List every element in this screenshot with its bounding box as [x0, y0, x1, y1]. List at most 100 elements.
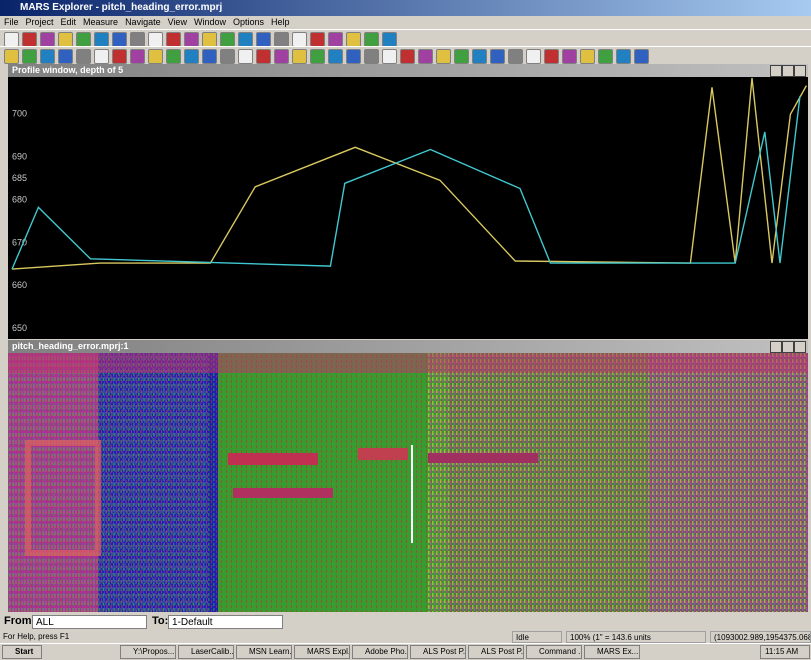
toolbar-button[interactable] — [130, 49, 145, 64]
toolbar-button[interactable] — [76, 49, 91, 64]
toolbar-button[interactable] — [580, 49, 595, 64]
start-button[interactable]: Start — [2, 645, 42, 659]
toolbar-button[interactable] — [220, 32, 235, 47]
toolbar-button[interactable] — [130, 32, 145, 47]
toolbar-button[interactable] — [202, 49, 217, 64]
toolbar-button[interactable] — [382, 49, 397, 64]
maximize-button[interactable] — [782, 341, 794, 353]
status-help: For Help, press F1 — [0, 631, 500, 643]
menu-item[interactable]: Options — [233, 16, 264, 29]
toolbar-button[interactable] — [256, 49, 271, 64]
toolbar-button[interactable] — [148, 32, 163, 47]
toolbar-button[interactable] — [112, 32, 127, 47]
menu-item[interactable]: Navigate — [125, 16, 161, 29]
toolbar-button[interactable] — [22, 49, 37, 64]
taskbar-button[interactable]: LaserCalib... — [178, 645, 234, 659]
toolbar-button[interactable] — [346, 32, 361, 47]
menu-item[interactable]: Edit — [61, 16, 77, 29]
taskbar-button[interactable]: Adobe Pho... — [352, 645, 408, 659]
minimize-button[interactable] — [770, 65, 782, 77]
taskbar-button[interactable]: MARS Expl... — [294, 645, 350, 659]
to-combo[interactable]: 1-Default — [168, 615, 283, 629]
toolbar-button[interactable] — [58, 49, 73, 64]
toolbar-button[interactable] — [454, 49, 469, 64]
toolbar-button[interactable] — [76, 32, 91, 47]
building-roof — [358, 448, 408, 460]
toolbar-button[interactable] — [292, 32, 307, 47]
close-button[interactable] — [794, 341, 806, 353]
menu-item[interactable]: Project — [26, 16, 54, 29]
toolbar-button[interactable] — [310, 49, 325, 64]
y-tick-label: 650 — [12, 323, 27, 333]
menu-item[interactable]: Help — [271, 16, 290, 29]
toolbar-button[interactable] — [328, 49, 343, 64]
cloud-texture — [8, 353, 208, 612]
toolbar-button[interactable] — [94, 49, 109, 64]
menu-item[interactable]: File — [4, 16, 19, 29]
y-tick-label: 685 — [12, 173, 27, 183]
taskbar-button[interactable]: Y:\Propos... — [120, 645, 176, 659]
toolbar-button[interactable] — [40, 49, 55, 64]
toolbar-button[interactable] — [40, 32, 55, 47]
from-combo[interactable]: ALL — [32, 615, 147, 629]
toolbar-button[interactable] — [436, 49, 451, 64]
toolbar-button[interactable] — [364, 49, 379, 64]
toolbar-button[interactable] — [238, 49, 253, 64]
toolbar-button[interactable] — [22, 32, 37, 47]
toolbar-button[interactable] — [472, 49, 487, 64]
toolbar-button[interactable] — [112, 49, 127, 64]
menu-item[interactable]: View — [168, 16, 187, 29]
toolbar-button[interactable] — [4, 32, 19, 47]
taskbar-button[interactable]: MARS Ex... — [584, 645, 640, 659]
toolbar-button[interactable] — [544, 49, 559, 64]
toolbar-button[interactable] — [238, 32, 253, 47]
toolbar-button[interactable] — [220, 49, 235, 64]
toolbar-button[interactable] — [328, 32, 343, 47]
taskbar-button[interactable]: Command ... — [526, 645, 582, 659]
toolbar-button[interactable] — [418, 49, 433, 64]
taskbar-button[interactable]: ALS Post P... — [410, 645, 466, 659]
building-roof — [233, 488, 333, 498]
toolbar-button[interactable] — [562, 49, 577, 64]
minimize-button[interactable] — [770, 341, 782, 353]
menu-item[interactable]: Measure — [83, 16, 118, 29]
toolbar-button[interactable] — [346, 49, 361, 64]
toolbar-button[interactable] — [364, 32, 379, 47]
toolbar-button[interactable] — [94, 32, 109, 47]
close-button[interactable] — [794, 65, 806, 77]
toolbar-button[interactable] — [274, 49, 289, 64]
menu-bar: File Project Edit Measure Navigate View Window… — [0, 16, 811, 29]
toolbar-button[interactable] — [310, 32, 325, 47]
toolbar-button[interactable] — [184, 49, 199, 64]
toolbar-button[interactable] — [166, 32, 181, 47]
profile-window-title: Profile window, depth of 5 — [8, 64, 808, 77]
toolbar-button[interactable] — [148, 49, 163, 64]
status-zoom: 100% (1" = 143.6 units — [566, 631, 706, 643]
toolbar-button[interactable] — [202, 32, 217, 47]
toolbar-button[interactable] — [58, 32, 73, 47]
taskbar-button[interactable]: ALS Post P... — [468, 645, 524, 659]
taskbar-button[interactable]: MSN Learn... — [236, 645, 292, 659]
toolbar-button[interactable] — [292, 49, 307, 64]
toolbar-button[interactable] — [616, 49, 631, 64]
point-cloud-view[interactable] — [8, 353, 808, 612]
profile-title-text: Profile window, depth of 5 — [12, 65, 123, 75]
toolbar-button[interactable] — [634, 49, 649, 64]
toolbar-button[interactable] — [598, 49, 613, 64]
y-tick-label: 690 — [12, 152, 27, 162]
toolbar-button[interactable] — [4, 49, 19, 64]
toolbar-button[interactable] — [526, 49, 541, 64]
toolbar-button[interactable] — [490, 49, 505, 64]
toolbar-button[interactable] — [274, 32, 289, 47]
toolbar-button[interactable] — [382, 32, 397, 47]
menu-item[interactable]: Window — [194, 16, 226, 29]
app-screen: MARS Explorer - pitch_heading_error.mprj… — [0, 0, 811, 660]
toolbar-button[interactable] — [184, 32, 199, 47]
toolbar-button[interactable] — [508, 49, 523, 64]
maximize-button[interactable] — [782, 65, 794, 77]
toolbar-button[interactable] — [256, 32, 271, 47]
toolbar-button[interactable] — [400, 49, 415, 64]
toolbar-button[interactable] — [166, 49, 181, 64]
cloud-region — [8, 353, 808, 373]
